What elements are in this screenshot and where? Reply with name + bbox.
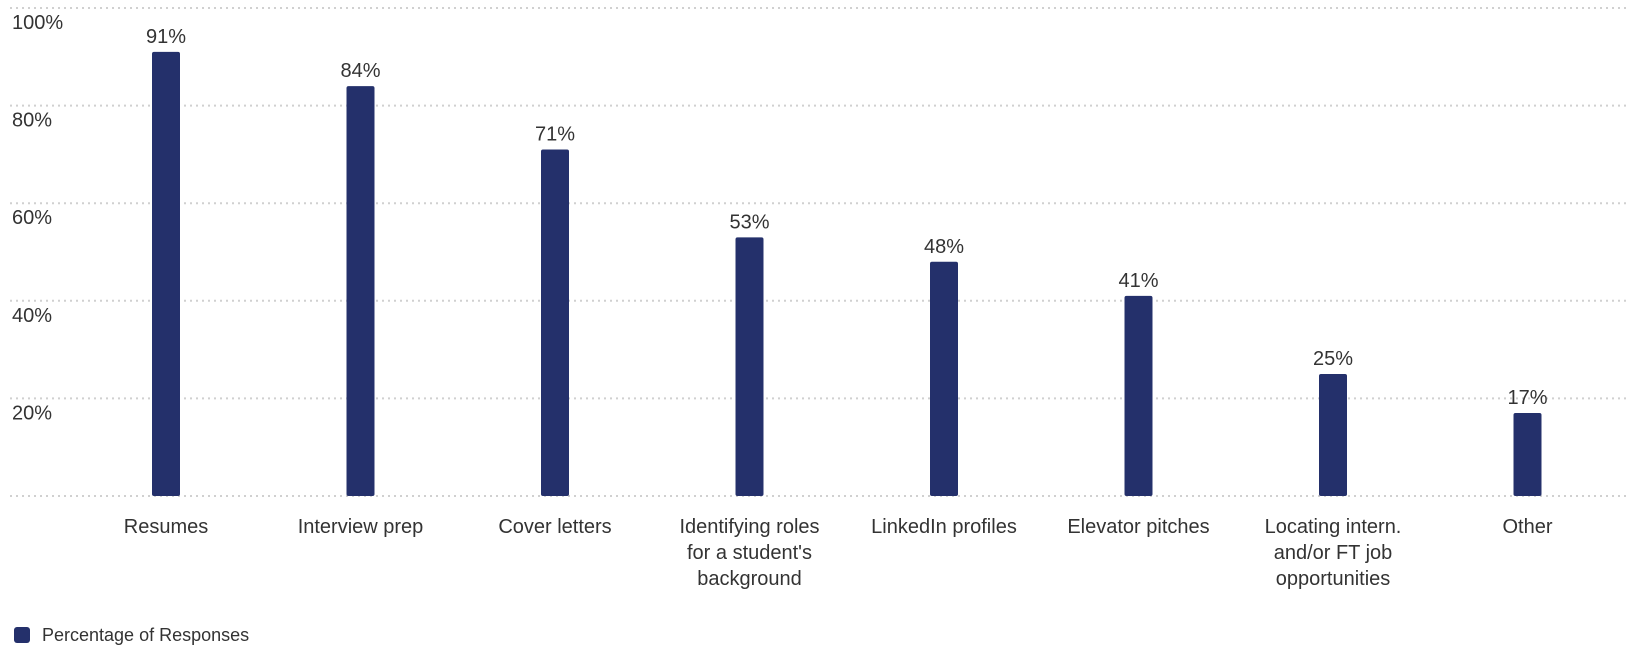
data-label: 91% xyxy=(146,26,186,48)
y-tick-label: 20% xyxy=(12,402,52,424)
x-category-label: Locating intern. and/or FT job opportuniti… xyxy=(1265,516,1402,590)
x-category-label: Resumes xyxy=(124,516,208,538)
x-category-label: LinkedIn profiles xyxy=(871,516,1017,538)
y-tick-label: 60% xyxy=(12,207,52,229)
bar xyxy=(1319,374,1347,496)
bar xyxy=(541,149,569,496)
data-label: 84% xyxy=(340,60,380,82)
bar xyxy=(346,86,375,496)
data-label: 17% xyxy=(1507,387,1547,409)
x-category-label: Other xyxy=(1502,516,1552,538)
y-tick-label: 40% xyxy=(12,305,52,327)
legend-swatch xyxy=(14,627,30,643)
y-tick-label: 100% xyxy=(12,12,63,34)
bar xyxy=(930,261,958,496)
data-label: 41% xyxy=(1118,270,1158,292)
x-category-label: Cover letters xyxy=(498,516,611,538)
data-label: 53% xyxy=(729,211,769,233)
legend-label: Percentage of Responses xyxy=(42,625,250,645)
x-category-label: Interview prep xyxy=(298,516,424,538)
legend: Percentage of Responses xyxy=(14,625,249,645)
bar xyxy=(1513,413,1542,496)
data-label: 71% xyxy=(535,124,575,146)
data-label: 48% xyxy=(924,236,964,258)
bar xyxy=(152,51,180,497)
bar-chart-svg: 20% 40% 60% 80% 100% 91% 84% 71% 53% 48% 41% 25% 17%… xyxy=(10,7,1628,590)
bar xyxy=(1124,295,1153,496)
x-category-label: Identifying roles for a student's backgrou… xyxy=(679,516,819,590)
data-label: 25% xyxy=(1313,348,1353,370)
y-tick-label: 80% xyxy=(12,110,52,132)
bar xyxy=(735,237,764,497)
x-category-label: Elevator pitches xyxy=(1067,516,1209,538)
